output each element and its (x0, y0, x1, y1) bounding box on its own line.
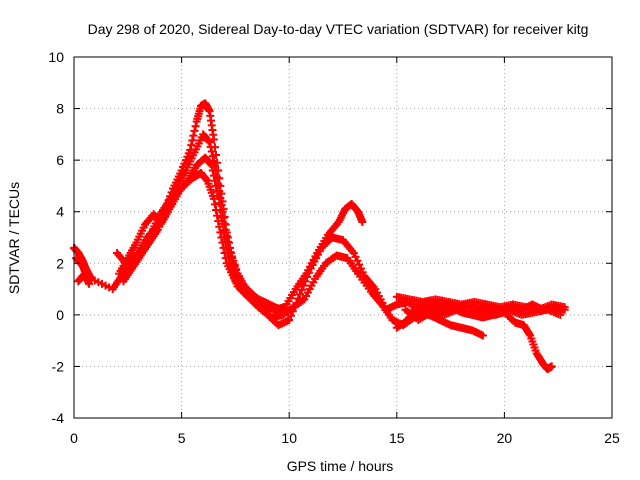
y-tick-label: 10 (48, 49, 64, 65)
data-point (209, 171, 218, 180)
y-tick-label: 0 (56, 307, 64, 323)
x-tick-label: 10 (281, 430, 297, 446)
data-point (191, 122, 200, 131)
data-point (188, 136, 197, 145)
data-point (217, 233, 226, 242)
data-point (212, 205, 221, 214)
data-point (285, 316, 294, 325)
data-point (217, 212, 226, 221)
data-point (560, 303, 569, 312)
data-point (215, 222, 224, 231)
y-tick-label: -2 (52, 358, 65, 374)
y-axis-label: SDTVAR / TECUs (6, 182, 22, 294)
y-tick-label: -4 (52, 410, 65, 426)
x-tick-label: 25 (604, 430, 620, 446)
data-point (215, 199, 224, 208)
data-point (303, 273, 312, 282)
data-point (213, 211, 222, 220)
plot-frame (73, 56, 613, 419)
data-point (208, 152, 217, 161)
y-tick-label: 6 (56, 152, 64, 168)
data-point (208, 166, 217, 175)
data-point (206, 142, 215, 151)
data-point (547, 362, 556, 371)
data-point (556, 310, 565, 319)
data-point (206, 160, 215, 169)
data-point (221, 254, 230, 263)
data-point (204, 136, 213, 145)
x-tick-label: 0 (70, 430, 78, 446)
data-point (209, 194, 218, 203)
x-axis-label: GPS time / hours (287, 458, 394, 474)
y-tick-label: 8 (56, 101, 64, 117)
data-point (276, 305, 285, 314)
data-point (218, 238, 227, 247)
data-point (299, 281, 308, 290)
data-point (304, 268, 313, 277)
data-point (286, 311, 295, 320)
data-point (85, 279, 94, 288)
data-point (187, 141, 196, 150)
y-tick-label: 4 (56, 204, 64, 220)
x-tick-label: 20 (497, 430, 513, 446)
x-tick-label: 5 (178, 430, 186, 446)
data-point (220, 248, 229, 257)
axis-ticks: -4 -2 0 2 4 6 8 10 0 5 10 15 20 25 (48, 49, 620, 446)
data-point (216, 228, 225, 237)
data-point (358, 218, 367, 227)
y-tick-label: 2 (56, 255, 64, 271)
data-point (190, 126, 199, 135)
data-point (207, 161, 216, 170)
data-points (70, 99, 569, 374)
chart-title: Day 298 of 2020, Sidereal Day-to-day VTE… (88, 21, 589, 37)
data-point (478, 331, 487, 340)
data-point (210, 200, 219, 209)
data-point (189, 131, 198, 140)
data-point (297, 285, 306, 294)
data-point (219, 243, 228, 252)
data-point (205, 138, 214, 147)
data-point (214, 217, 223, 226)
data-point (202, 175, 211, 184)
x-tick-label: 15 (389, 430, 405, 446)
data-point (295, 290, 304, 299)
data-point (301, 277, 310, 286)
data-point (213, 187, 222, 196)
data-point (207, 147, 216, 156)
data-point (210, 176, 219, 185)
